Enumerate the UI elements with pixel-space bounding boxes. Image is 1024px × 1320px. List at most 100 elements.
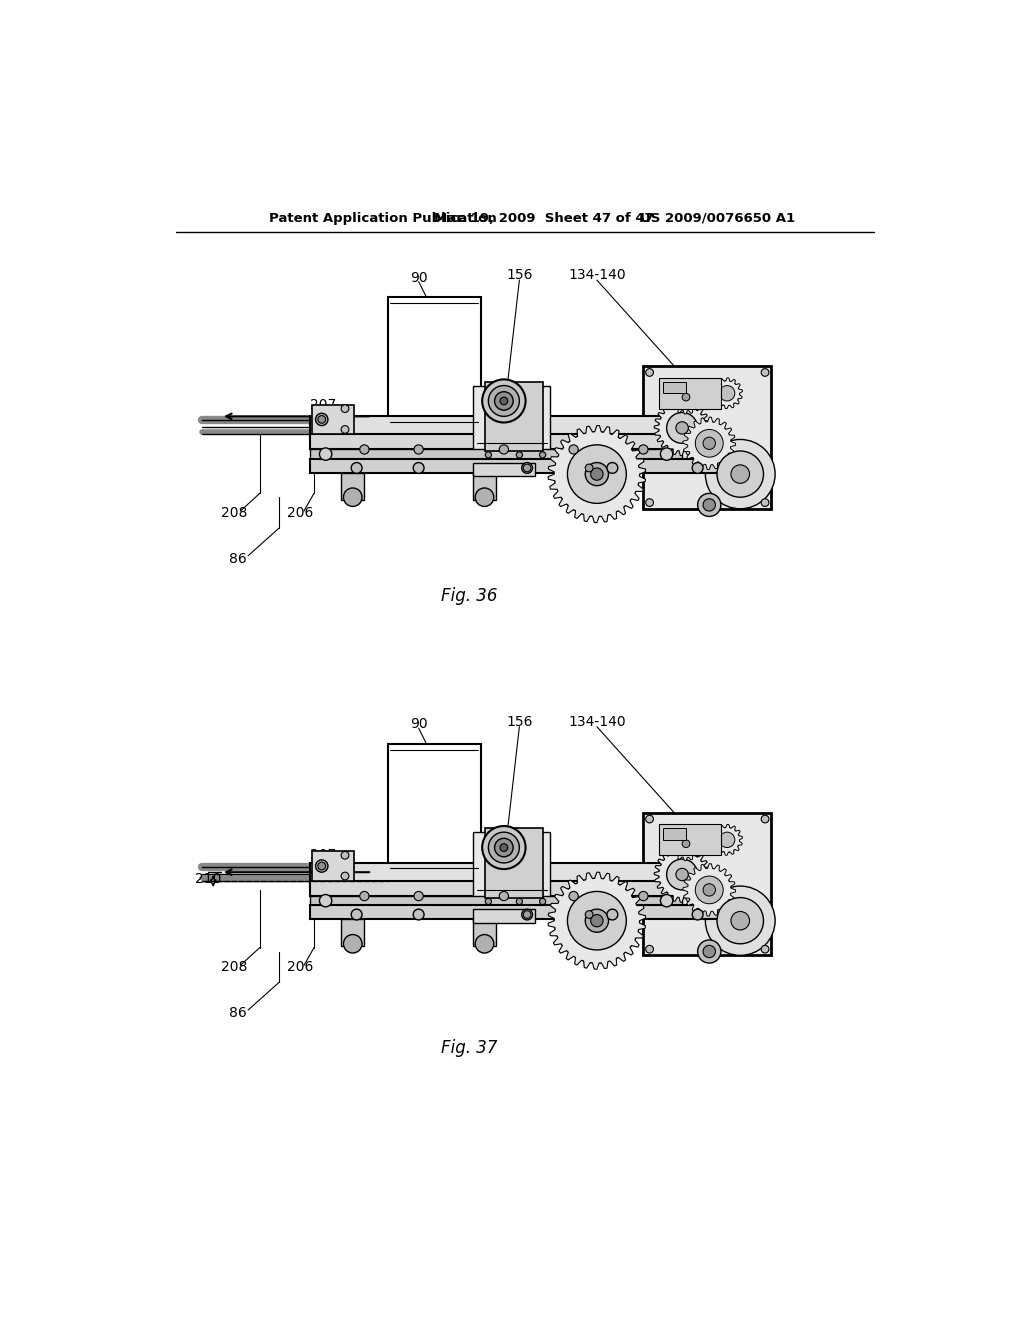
Circle shape: [567, 445, 627, 503]
Circle shape: [761, 945, 769, 953]
Circle shape: [697, 940, 721, 964]
Text: US 2009/0076650 A1: US 2009/0076650 A1: [640, 213, 795, 224]
Circle shape: [540, 451, 546, 458]
Circle shape: [658, 405, 706, 451]
Circle shape: [697, 494, 721, 516]
Circle shape: [586, 909, 608, 932]
Circle shape: [731, 465, 750, 483]
Circle shape: [706, 886, 775, 956]
Circle shape: [667, 412, 697, 444]
Circle shape: [482, 379, 525, 422]
Polygon shape: [683, 417, 735, 470]
Text: 90: 90: [410, 717, 427, 731]
Circle shape: [319, 447, 332, 461]
Circle shape: [692, 462, 703, 474]
Bar: [643, 367, 771, 508]
Polygon shape: [669, 380, 703, 414]
Circle shape: [516, 899, 522, 904]
Circle shape: [343, 488, 362, 507]
Circle shape: [475, 488, 494, 507]
Bar: [473, 919, 496, 946]
Circle shape: [359, 445, 369, 454]
Circle shape: [475, 935, 494, 953]
Bar: [484, 829, 543, 898]
Bar: [484, 381, 543, 451]
Circle shape: [687, 422, 731, 465]
Bar: [310, 434, 675, 449]
Circle shape: [639, 445, 648, 454]
Bar: [310, 449, 682, 459]
Circle shape: [715, 828, 739, 853]
Circle shape: [672, 383, 700, 411]
Circle shape: [687, 869, 731, 911]
Circle shape: [695, 876, 723, 904]
Polygon shape: [712, 378, 742, 409]
Circle shape: [414, 445, 423, 454]
Circle shape: [317, 862, 326, 870]
Circle shape: [761, 368, 769, 376]
Circle shape: [658, 851, 706, 898]
Circle shape: [703, 499, 716, 511]
Circle shape: [761, 816, 769, 822]
Bar: [473, 909, 535, 923]
Bar: [341, 919, 365, 946]
Circle shape: [315, 413, 328, 425]
Circle shape: [646, 816, 653, 822]
Bar: [473, 473, 496, 499]
Polygon shape: [654, 400, 710, 455]
Text: 86: 86: [228, 1006, 247, 1020]
Text: Patent Application Publication: Patent Application Publication: [269, 213, 497, 224]
Circle shape: [343, 935, 362, 953]
Bar: [310, 906, 721, 919]
Circle shape: [569, 445, 579, 454]
Circle shape: [554, 878, 640, 964]
Bar: [658, 825, 721, 855]
Circle shape: [567, 891, 627, 950]
Circle shape: [351, 909, 362, 920]
Circle shape: [317, 416, 326, 424]
Circle shape: [706, 440, 775, 508]
Bar: [658, 378, 721, 409]
Circle shape: [485, 899, 492, 904]
Circle shape: [715, 381, 739, 405]
Bar: [341, 473, 365, 499]
Circle shape: [500, 843, 508, 851]
Circle shape: [639, 891, 648, 900]
Bar: [310, 459, 721, 473]
Circle shape: [315, 859, 328, 873]
Circle shape: [695, 429, 723, 457]
Circle shape: [414, 462, 424, 474]
Circle shape: [646, 499, 653, 507]
Circle shape: [719, 385, 735, 401]
Circle shape: [719, 832, 735, 847]
Circle shape: [672, 830, 700, 858]
Text: 207: 207: [310, 397, 336, 412]
Circle shape: [678, 388, 694, 405]
Circle shape: [703, 437, 716, 449]
Circle shape: [682, 840, 690, 847]
Circle shape: [660, 895, 673, 907]
Circle shape: [703, 945, 716, 958]
Text: 156: 156: [506, 715, 532, 729]
Text: 90: 90: [410, 271, 427, 285]
Circle shape: [569, 891, 579, 900]
Circle shape: [586, 465, 593, 471]
Text: Mar. 19, 2009  Sheet 47 of 47: Mar. 19, 2009 Sheet 47 of 47: [434, 213, 654, 224]
Bar: [473, 832, 550, 906]
Bar: [663, 829, 686, 840]
Bar: [473, 462, 535, 477]
Circle shape: [554, 432, 640, 516]
Bar: [388, 297, 480, 428]
Circle shape: [667, 859, 697, 890]
Bar: [643, 813, 771, 956]
Text: 134-140: 134-140: [568, 268, 626, 282]
Circle shape: [341, 851, 349, 859]
Circle shape: [540, 899, 546, 904]
Bar: [473, 385, 550, 459]
Circle shape: [646, 368, 653, 376]
Bar: [310, 880, 675, 896]
Circle shape: [488, 832, 519, 863]
Circle shape: [521, 462, 532, 474]
Circle shape: [731, 911, 750, 929]
Circle shape: [717, 898, 764, 944]
